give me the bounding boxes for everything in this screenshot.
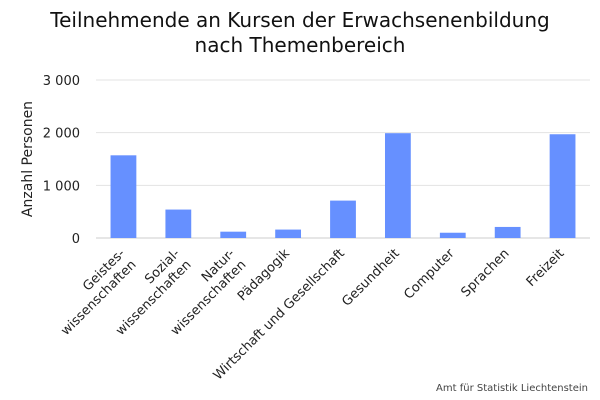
x-tick-label: Sprachen <box>458 246 512 300</box>
x-axis-ticks: Geistes-wissenschaften Sozial-wissenschaf… <box>58 246 568 384</box>
bar <box>220 231 247 238</box>
bars <box>110 133 576 238</box>
y-axis-label: Anzahl Personen <box>20 101 36 217</box>
bar <box>384 133 411 238</box>
bar <box>330 200 356 238</box>
chart-title: Teilnehmende an Kursen der Erwachsenenbi… <box>0 8 600 58</box>
x-tick-label: Gesundheit <box>339 246 402 309</box>
y-tick-label: 2 000 <box>43 127 80 142</box>
y-tick-label: 0 <box>72 232 80 247</box>
bar <box>549 134 576 238</box>
bar <box>494 226 521 238</box>
x-tick-label: Freizeit <box>524 246 568 290</box>
bar <box>165 209 192 238</box>
y-tick-label: 3 000 <box>43 74 80 89</box>
bar <box>439 232 466 238</box>
x-tick-label: Pädagogik <box>235 246 293 304</box>
y-tick-label: 1 000 <box>43 179 80 194</box>
chart-title-line-1: Teilnehmende an Kursen der Erwachsenenbi… <box>50 8 550 32</box>
chart-title-line-2: nach Themenbereich <box>194 33 406 57</box>
y-axis-ticks: 0 1 000 2 000 3 000 <box>43 74 80 247</box>
source-note: Amt für Statistik Liechtenstein <box>436 383 588 394</box>
bar <box>275 229 302 238</box>
x-tick-label: Computer <box>401 246 458 303</box>
bar <box>110 155 137 238</box>
